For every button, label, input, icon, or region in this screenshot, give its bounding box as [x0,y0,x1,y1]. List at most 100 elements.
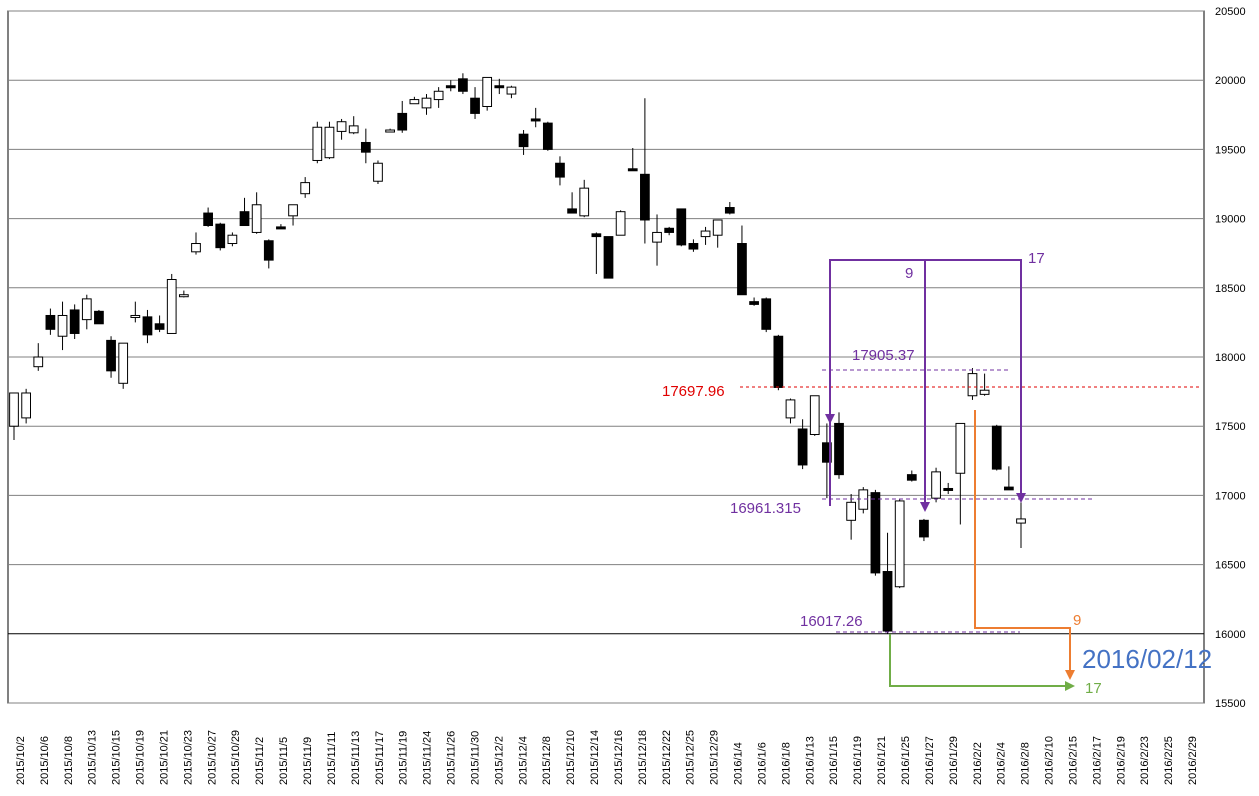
candle-body [567,208,577,214]
candle [518,130,529,155]
x-tick-label: 2016/2/15 [1067,736,1079,785]
x-tick-label: 2015/11/30 [469,731,481,785]
candle [797,419,808,470]
candle [894,499,905,589]
x-tick-label: 2015/11/5 [278,737,290,785]
x-tick-label: 2016/2/25 [1163,736,1175,785]
candle [567,192,577,214]
candle-body [57,314,68,337]
x-tick-label: 2015/10/29 [230,730,242,785]
candle-body [530,118,541,122]
x-tick-label: 2015/12/2 [493,736,505,785]
x-tick-label: 2015/10/19 [135,730,147,785]
candle-body [33,356,44,368]
candle-body [834,422,844,476]
candle [81,294,92,330]
candle-body [276,226,286,230]
candle-body [106,339,116,372]
candle-body [142,316,153,336]
candle-body [724,207,735,214]
candle-body [712,219,723,236]
y-tick-label: 18500 [1215,283,1246,295]
candle [773,334,784,391]
candle-body [627,168,638,172]
x-tick-label: 2015/10/13 [87,730,99,785]
y-tick-label: 20500 [1215,6,1246,18]
candle [276,224,286,230]
y-tick-label: 19000 [1215,214,1246,226]
purple-arrowhead-3 [1016,493,1026,503]
x-tick-label: 2016/2/2 [972,742,984,785]
x-tick-label: 2015/12/25 [685,730,697,785]
candle [106,336,116,378]
count-9-orange-label: 9 [1073,612,1081,629]
candle-body [591,233,602,238]
candle-body [894,500,905,588]
candle [688,239,699,252]
candle [870,489,881,576]
y-tick-label: 20000 [1215,75,1246,87]
level-16017-label: 16017.26 [800,613,863,630]
candle-body [603,236,614,279]
candle [33,343,44,371]
candle [288,204,298,226]
candle [142,309,153,344]
candle [118,342,129,389]
candle [579,179,590,218]
x-tick-label: 2015/10/6 [39,736,51,785]
candle [470,87,480,119]
candle-body [494,85,505,89]
candle-body [858,489,869,510]
candle-body [555,162,565,178]
candle [979,373,990,396]
candle-body [652,231,662,243]
y-tick-label: 17000 [1215,490,1246,502]
candle-body [761,298,772,330]
y-tick-label: 17500 [1215,421,1246,433]
candle [409,96,420,105]
candle-body [822,442,832,463]
candle [94,309,104,325]
candle [991,424,1002,471]
candle-body [445,85,456,89]
candle-body [288,204,298,217]
candle [494,78,505,95]
candle [336,118,347,140]
candle [555,156,565,186]
y-tick-label: 15500 [1215,698,1246,710]
candle-body [919,519,929,538]
count-9-purple-label: 9 [905,265,913,282]
candle [834,412,844,479]
candle [700,226,711,245]
candle-body [348,125,359,134]
candle-body [967,373,978,397]
candle [967,368,978,400]
candle-body [154,323,165,330]
candle [712,219,723,248]
green-arrowhead [1065,681,1075,691]
candle-body [191,243,201,253]
candle-body [336,121,347,132]
x-tick-label: 2016/2/10 [1044,736,1056,785]
candle [227,232,238,247]
x-tick-label: 2016/2/19 [1115,736,1127,785]
candle [21,388,32,424]
candle [154,315,165,333]
candle [482,76,493,111]
candle [724,201,735,215]
candle-body [360,141,371,153]
candle-body [676,208,687,246]
candle-body [737,243,747,296]
x-tick-label: 2016/2/23 [1139,736,1151,785]
count-17-purple-label: 17 [1028,250,1045,267]
candle-body [166,278,177,334]
candle-body [846,501,857,521]
y-tick-label: 16000 [1215,629,1246,641]
candle-body [809,395,820,436]
candle-body [251,204,262,233]
candle [627,148,638,172]
target-date-label: 2016/02/12 [1082,644,1212,674]
purple-arrowhead-2 [920,502,930,512]
candle-body [482,76,493,107]
